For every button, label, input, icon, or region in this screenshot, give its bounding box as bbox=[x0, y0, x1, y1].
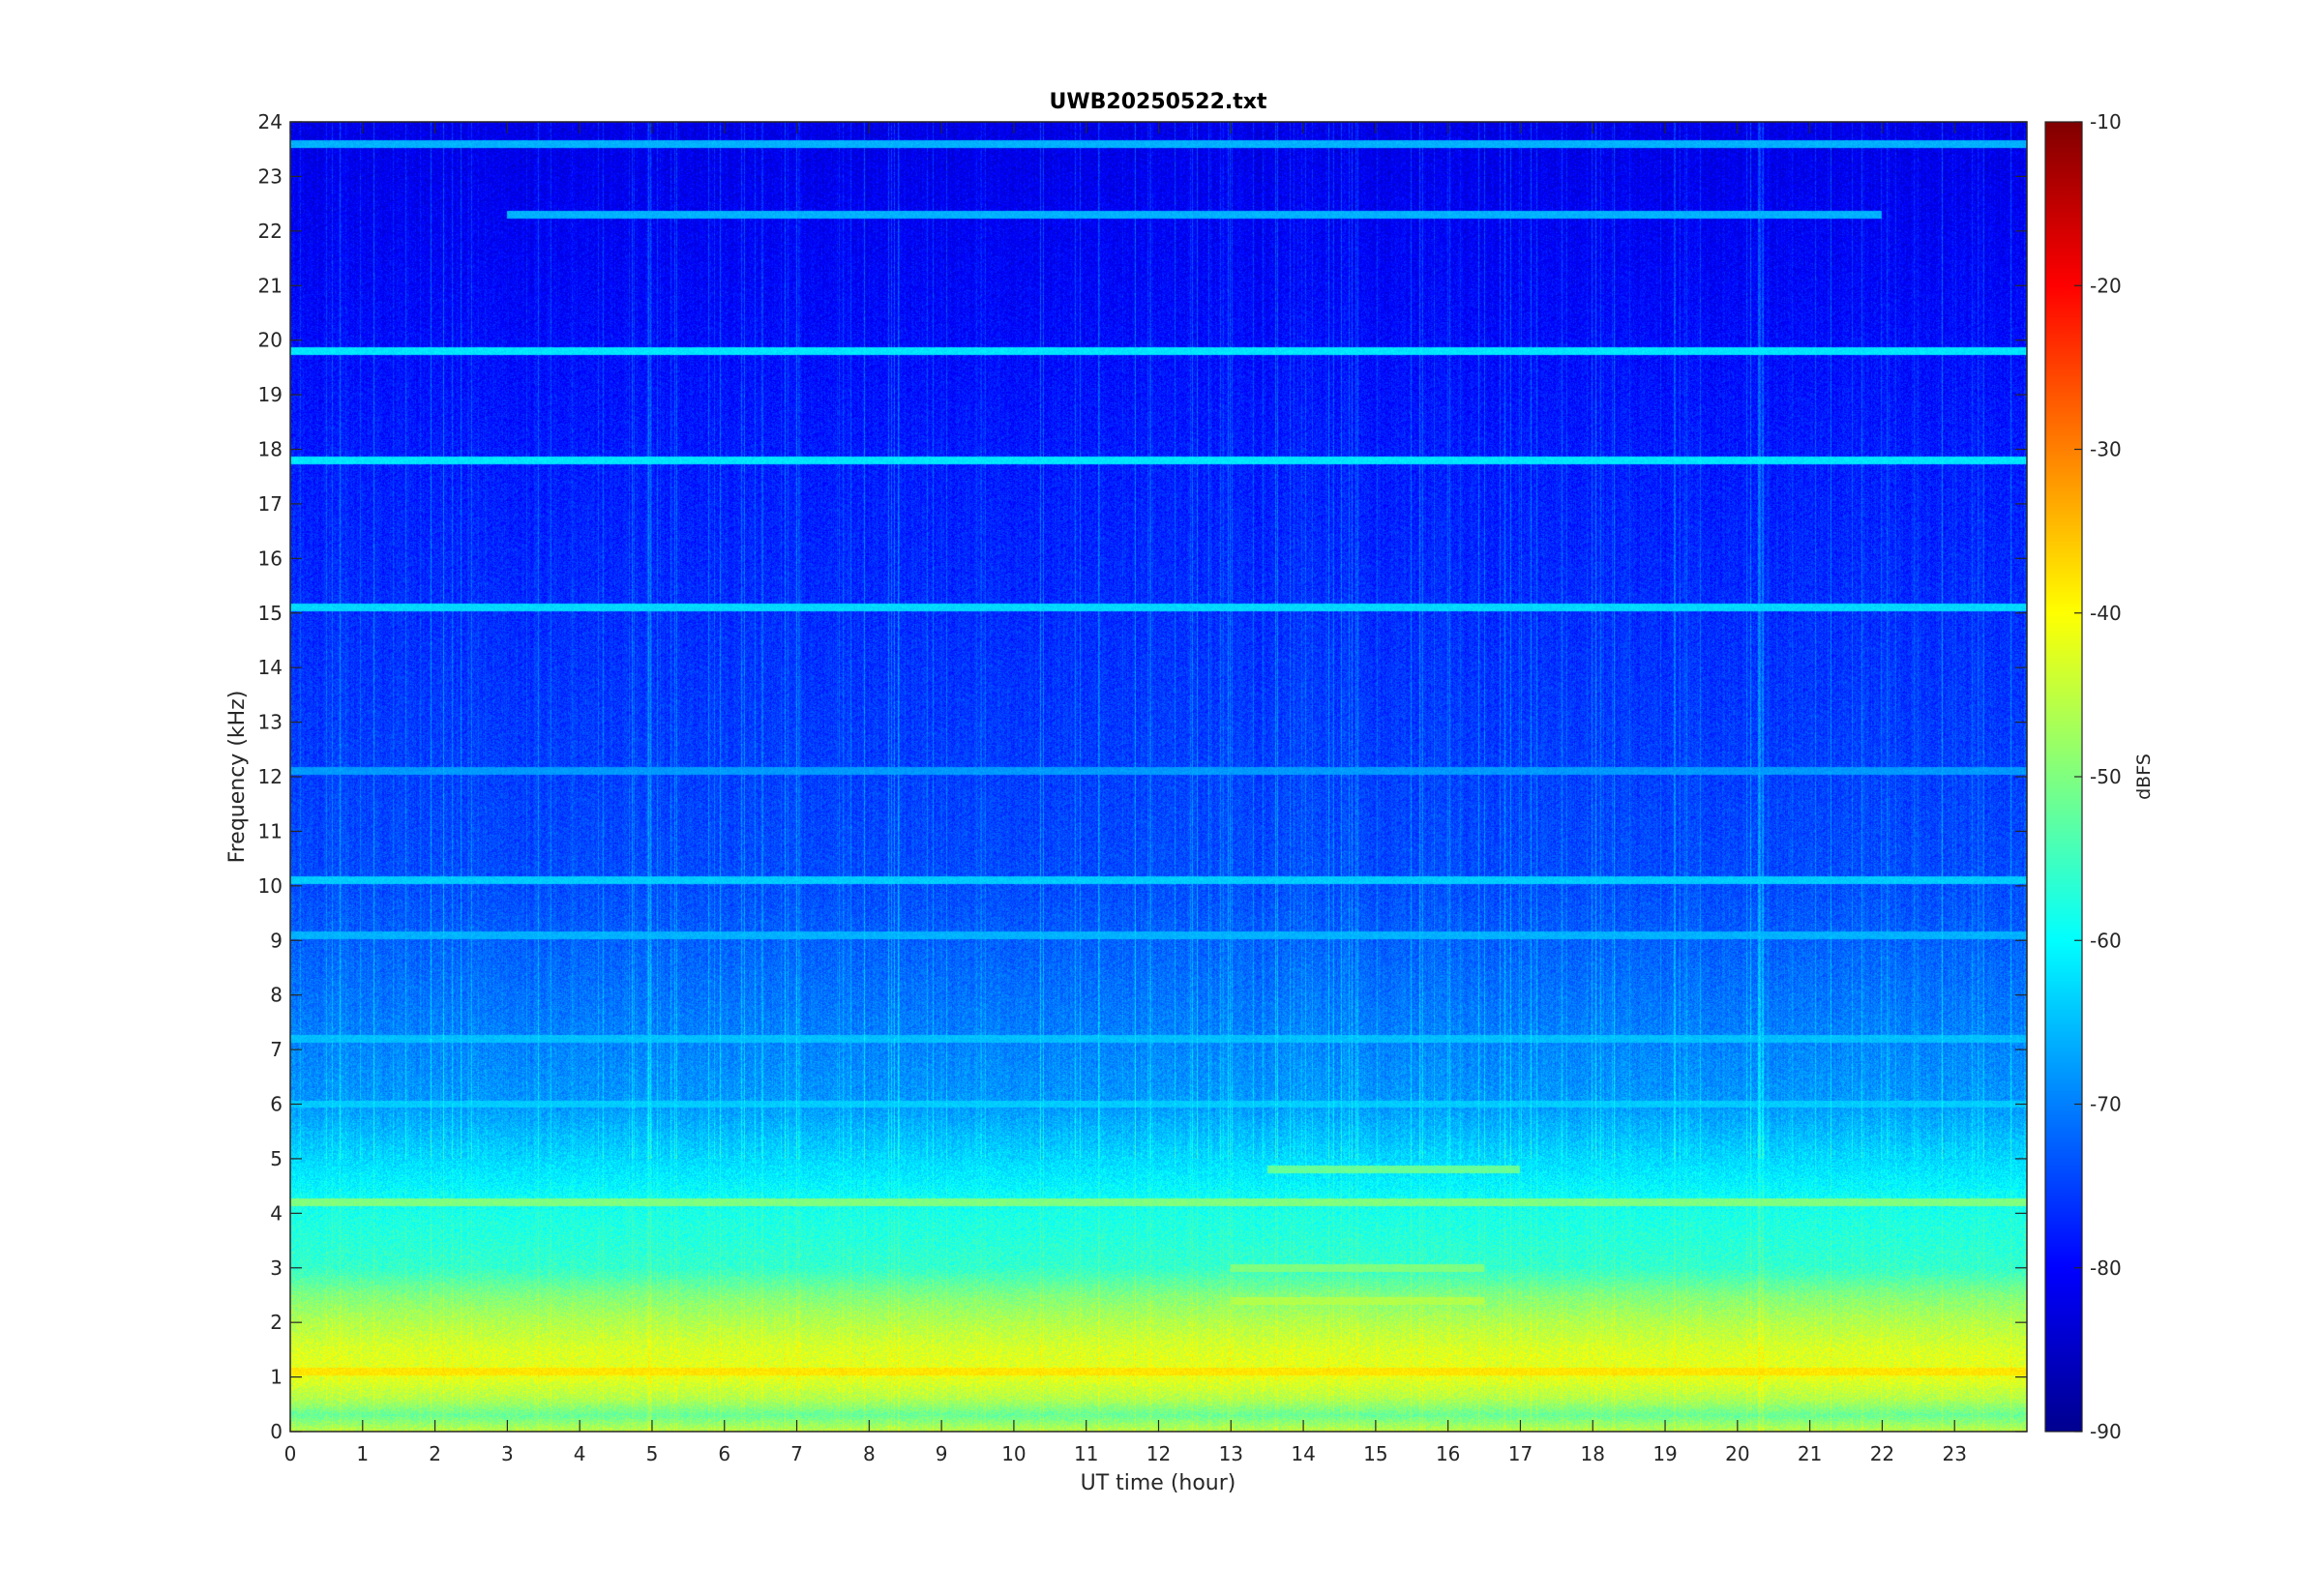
y-tick-label: 2 bbox=[270, 1311, 283, 1334]
x-tick-label: 8 bbox=[863, 1442, 876, 1465]
y-tick-label: 1 bbox=[270, 1366, 283, 1389]
y-tick-label: 11 bbox=[258, 819, 283, 842]
x-tick-label: 22 bbox=[1870, 1442, 1894, 1465]
y-tick-label: 5 bbox=[270, 1147, 283, 1170]
colorbar-tick-label: -90 bbox=[2090, 1420, 2122, 1443]
spectrogram-heatmap bbox=[290, 122, 2027, 1432]
y-tick-label: 22 bbox=[258, 220, 283, 243]
x-tick-label: 2 bbox=[429, 1442, 441, 1465]
y-tick-label: 6 bbox=[270, 1093, 283, 1116]
plot-area bbox=[289, 121, 2028, 1433]
x-tick-label: 12 bbox=[1146, 1442, 1171, 1465]
colorbar-tick-label: -80 bbox=[2090, 1256, 2122, 1280]
x-tick-label: 21 bbox=[1798, 1442, 1822, 1465]
y-tick-label: 16 bbox=[258, 547, 283, 570]
colorbar-tick-label: -30 bbox=[2090, 438, 2122, 461]
y-tick-label: 9 bbox=[270, 929, 283, 952]
colorbar-tick-label: -60 bbox=[2090, 929, 2122, 952]
x-tick-label: 16 bbox=[1436, 1442, 1460, 1465]
y-tick-label: 3 bbox=[270, 1256, 283, 1280]
x-tick-label: 3 bbox=[501, 1442, 514, 1465]
colorbar-tick-label: -10 bbox=[2090, 110, 2122, 133]
x-tick-label: 5 bbox=[646, 1442, 659, 1465]
x-tick-label: 0 bbox=[284, 1442, 297, 1465]
y-tick-label: 13 bbox=[258, 711, 283, 734]
x-tick-label: 10 bbox=[1001, 1442, 1026, 1465]
colorbar-ticks: -10 -20 -30 -40 -50 -60 -70 -80 -90 bbox=[2074, 110, 2122, 1443]
x-tick-label: 20 bbox=[1725, 1442, 1749, 1465]
colorbar-tick-label: -50 bbox=[2090, 765, 2122, 788]
y-tick-label: 23 bbox=[258, 164, 283, 188]
y-tick-label: 8 bbox=[270, 984, 283, 1007]
y-tick-label: 12 bbox=[258, 765, 283, 788]
x-axis-label: UT time (hour) bbox=[1081, 1471, 1236, 1495]
colorbar-tick-label: -20 bbox=[2090, 274, 2122, 297]
y-tick-label: 7 bbox=[270, 1038, 283, 1061]
y-tick-label: 19 bbox=[258, 383, 283, 406]
y-tick-label: 15 bbox=[258, 602, 283, 625]
y-tick-label: 17 bbox=[258, 492, 283, 516]
colorbar-label: dBFS bbox=[2133, 754, 2155, 800]
y-tick-label: 21 bbox=[258, 274, 283, 297]
x-axis-ticks: 0 1 2 3 4 5 6 7 8 9 10 11 12 13 14 15 16 17 18 19 20 21 22 23 bbox=[284, 122, 1967, 1465]
x-tick-label: 23 bbox=[1942, 1442, 1966, 1465]
colorbar: -10 -20 -30 -40 -50 -60 -70 -80 -90 dBFS bbox=[2044, 110, 2155, 1443]
colorbar-tick-label: -70 bbox=[2090, 1093, 2122, 1116]
y-axis-label: Frequency (kHz) bbox=[225, 691, 250, 864]
chart-title: UWB20250522.txt bbox=[1050, 90, 1267, 114]
x-tick-label: 17 bbox=[1508, 1442, 1533, 1465]
y-tick-label: 18 bbox=[258, 438, 283, 461]
x-tick-label: 7 bbox=[790, 1442, 803, 1465]
x-tick-label: 11 bbox=[1074, 1442, 1098, 1465]
x-tick-label: 14 bbox=[1291, 1442, 1315, 1465]
x-tick-label: 13 bbox=[1219, 1442, 1243, 1465]
x-tick-label: 1 bbox=[356, 1442, 369, 1465]
y-tick-label: 20 bbox=[258, 329, 283, 352]
y-tick-label: 10 bbox=[258, 874, 283, 898]
x-tick-label: 15 bbox=[1363, 1442, 1387, 1465]
x-tick-label: 19 bbox=[1652, 1442, 1677, 1465]
x-tick-label: 9 bbox=[936, 1442, 948, 1465]
x-tick-label: 4 bbox=[574, 1442, 586, 1465]
y-tick-label: 24 bbox=[258, 110, 283, 133]
x-tick-label: 18 bbox=[1581, 1442, 1605, 1465]
y-tick-label: 4 bbox=[270, 1201, 283, 1225]
y-tick-label: 14 bbox=[258, 656, 283, 679]
y-tick-label: 0 bbox=[270, 1420, 283, 1443]
colorbar-tick-label: -40 bbox=[2090, 602, 2122, 625]
x-tick-label: 6 bbox=[718, 1442, 730, 1465]
